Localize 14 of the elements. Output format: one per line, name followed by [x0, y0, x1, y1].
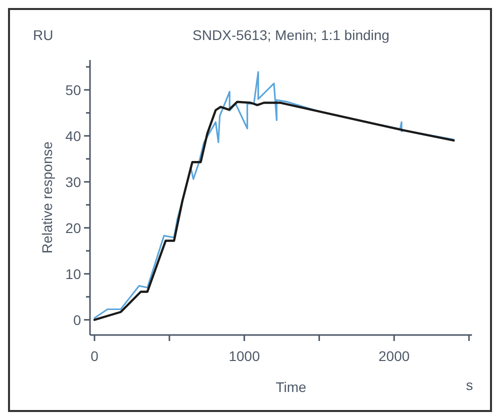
chart-title: SNDX-5613; Menin; 1:1 binding — [192, 27, 390, 43]
x-tick-label: 1000 — [228, 348, 260, 364]
y-tick-label: 40 — [65, 128, 82, 144]
x-tick-label: 0 — [90, 348, 99, 364]
y-tick-label: 10 — [65, 266, 82, 282]
y-tick-label: 30 — [65, 174, 82, 190]
x-axis-title: Time — [276, 379, 307, 395]
y-tick-label: 50 — [65, 82, 82, 98]
y-tick-label: 0 — [73, 312, 82, 328]
x-tick-label: 2000 — [378, 348, 410, 364]
y-tick-label: 20 — [65, 220, 82, 236]
y-axis-title: Relative response — [39, 141, 55, 254]
text: RU — [33, 27, 54, 43]
text: s — [466, 377, 473, 393]
